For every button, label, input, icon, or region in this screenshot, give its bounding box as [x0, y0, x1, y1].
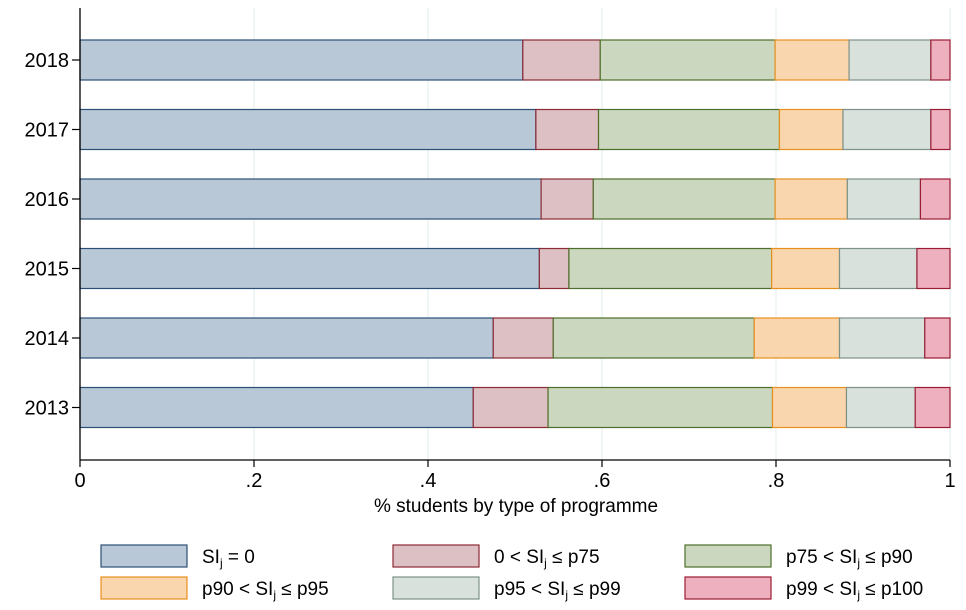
legend-label: 0 < SIj ≤ p75 [494, 547, 600, 570]
bar-2015-series-6 [916, 247, 951, 290]
x-axis-title: % students by type of programme [374, 496, 658, 517]
legend-item: p90 < SIj ≤ p95 [100, 576, 329, 602]
y-tick-label: 2015 [25, 259, 70, 281]
bar-2017-series-5 [842, 108, 932, 151]
bars: 2018 2017 2016 2015 2014 2013 [25, 39, 951, 429]
legend-swatch [100, 576, 188, 600]
y-tick-label: 2018 [25, 50, 70, 72]
legend-label: p99 < SIj ≤ p100 [786, 579, 923, 602]
x-tick-label: .4 [420, 470, 437, 492]
bar-2016-series-1 [79, 178, 542, 220]
bar-2016-series-3 [592, 178, 776, 220]
bar-2013-series-4 [771, 386, 848, 429]
bar-2017-series-3 [597, 108, 781, 151]
legend: SIj = 0 0 < SIj ≤ p75 p75 < SIj ≤ p90 p90 <… [100, 544, 923, 602]
bar-2017-series-6 [930, 108, 951, 151]
legend-swatch [100, 544, 188, 568]
bar-2014-series-5 [838, 317, 926, 359]
legend-label: p95 < SIj ≤ p99 [494, 579, 621, 602]
y-tick-label: 2016 [25, 189, 70, 211]
legend-swatch [392, 544, 480, 568]
bar-2018-series-4 [774, 39, 850, 81]
bar-2015-series-1 [79, 247, 540, 290]
legend-label: SIj = 0 [202, 547, 255, 570]
legend-swatch [392, 576, 480, 600]
bar-2014-series-1 [79, 317, 494, 359]
bar-2015-series-3 [568, 247, 773, 290]
x-ticks: 0 .2 .4 .6 .8 1 [74, 460, 956, 492]
legend-item: p95 < SIj ≤ p99 [392, 576, 621, 602]
bar-2015-series-4 [771, 247, 841, 290]
legend-item: p99 < SIj ≤ p100 [684, 576, 923, 602]
y-tick-label: 2013 [25, 398, 70, 420]
bar-2014-series-2 [492, 317, 554, 359]
y-tick-label: 2014 [25, 328, 70, 350]
legend-label: p75 < SIj ≤ p90 [786, 547, 913, 570]
grid-lines [253, 8, 951, 460]
x-tick-label: .8 [768, 470, 785, 492]
x-tick-label: 1 [944, 470, 955, 492]
bar-2016-series-5 [846, 178, 922, 220]
bar-2018-series-2 [522, 39, 601, 81]
bar-2016-series-2 [540, 178, 594, 220]
bar-2017-series-4 [778, 108, 844, 151]
legend-item: p75 < SIj ≤ p90 [684, 544, 913, 570]
x-tick-label: 0 [74, 470, 85, 492]
bar-2013-series-2 [472, 386, 549, 429]
legend-item: SIj = 0 [100, 544, 255, 570]
legend-label: p90 < SIj ≤ p95 [202, 579, 329, 602]
x-tick-label: .6 [594, 470, 611, 492]
bar-2018-series-5 [848, 39, 932, 81]
bar-2013-series-6 [914, 386, 951, 429]
bar-2014-series-4 [753, 317, 841, 359]
bar-2016-series-6 [919, 178, 951, 220]
y-tick-label: 2017 [25, 120, 70, 142]
bar-2018-series-1 [79, 39, 524, 81]
bar-2016-series-4 [774, 178, 848, 220]
legend-swatch [684, 576, 772, 600]
bar-2013-series-1 [79, 386, 474, 429]
bar-2014-series-3 [552, 317, 755, 359]
bar-2014-series-6 [924, 317, 951, 359]
bar-2017-series-2 [535, 108, 600, 151]
bar-2018-series-6 [930, 39, 951, 81]
bar-2015-series-5 [838, 247, 918, 290]
bar-2015-series-2 [538, 247, 570, 290]
bar-2018-series-3 [599, 39, 776, 81]
bar-2013-series-3 [547, 386, 774, 429]
legend-swatch [684, 544, 772, 568]
x-tick-label: .2 [246, 470, 263, 492]
legend-item: 0 < SIj ≤ p75 [392, 544, 600, 570]
bar-2017-series-1 [79, 108, 537, 151]
bar-2013-series-5 [845, 386, 916, 429]
